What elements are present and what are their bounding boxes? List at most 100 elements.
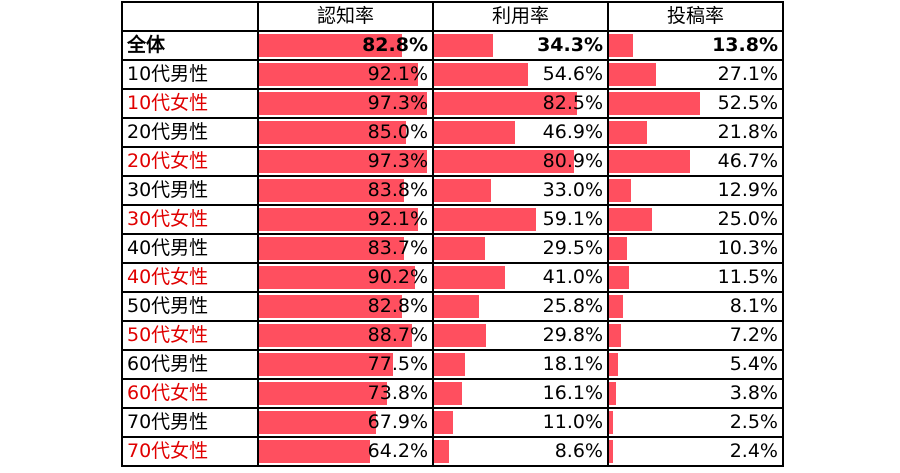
header-corner xyxy=(121,1,259,32)
posting-value: 3.8% xyxy=(729,382,778,404)
table-row: 10代女性 97.3% 82.5% 52.5% xyxy=(121,88,784,119)
posting-cell: 27.1% xyxy=(607,59,784,90)
awareness-cell: 67.9% xyxy=(257,407,434,438)
awareness-cell: 82.8% xyxy=(257,30,434,61)
table-row: 40代女性 90.2% 41.0% 11.5% xyxy=(121,262,784,293)
awareness-cell: 77.5% xyxy=(257,349,434,380)
posting-cell: 2.4% xyxy=(607,436,784,467)
posting-cell: 12.9% xyxy=(607,175,784,206)
usage-value: 18.1% xyxy=(542,353,603,375)
awareness-value: 85.0% xyxy=(367,121,428,143)
posting-cell: 5.4% xyxy=(607,349,784,380)
usage-cell: 11.0% xyxy=(432,407,609,438)
posting-value: 27.1% xyxy=(717,63,778,85)
stats-table: 認知率 利用率 投稿率 全体 82.8% 34.3% 13.8% 10代男性 92.1% 5… xyxy=(121,1,784,467)
posting-bar xyxy=(610,295,623,318)
posting-bar xyxy=(610,208,653,231)
posting-value: 2.5% xyxy=(729,411,778,433)
usage-bar xyxy=(435,440,449,463)
usage-cell: 82.5% xyxy=(432,88,609,119)
awareness-bar xyxy=(260,266,416,289)
posting-bar xyxy=(610,150,690,173)
posting-value: 46.7% xyxy=(717,150,778,172)
usage-bar xyxy=(435,63,529,86)
posting-cell: 11.5% xyxy=(607,262,784,293)
posting-bar xyxy=(610,237,627,260)
usage-cell: 46.9% xyxy=(432,117,609,148)
table-row: 50代女性 88.7% 29.8% 7.2% xyxy=(121,320,784,351)
table-row: 40代男性 83.7% 29.5% 10.3% xyxy=(121,233,784,264)
table-row: 70代男性 67.9% 11.0% 2.5% xyxy=(121,407,784,438)
posting-bar xyxy=(610,63,656,86)
posting-value: 52.5% xyxy=(717,92,778,114)
posting-cell: 13.8% xyxy=(607,30,784,61)
awareness-cell: 90.2% xyxy=(257,262,434,293)
awareness-value: 90.2% xyxy=(367,266,428,288)
awareness-cell: 64.2% xyxy=(257,436,434,467)
awareness-bar xyxy=(260,121,407,144)
usage-bar xyxy=(435,150,574,173)
usage-cell: 8.6% xyxy=(432,436,609,467)
awareness-value: 92.1% xyxy=(367,208,428,230)
posting-value: 12.9% xyxy=(717,179,778,201)
awareness-cell: 83.7% xyxy=(257,233,434,264)
awareness-bar xyxy=(260,382,387,405)
row-label: 60代男性 xyxy=(121,349,259,380)
usage-cell: 59.1% xyxy=(432,204,609,235)
awareness-cell: 83.8% xyxy=(257,175,434,206)
row-label: 60代女性 xyxy=(121,378,259,409)
row-label: 20代男性 xyxy=(121,117,259,148)
usage-value: 34.3% xyxy=(537,34,603,56)
posting-value: 10.3% xyxy=(717,237,778,259)
awareness-value: 67.9% xyxy=(367,411,428,433)
usage-value: 16.1% xyxy=(542,382,603,404)
usage-cell: 16.1% xyxy=(432,378,609,409)
row-label: 40代男性 xyxy=(121,233,259,264)
awareness-value: 97.3% xyxy=(367,92,428,114)
table-row: 20代男性 85.0% 46.9% 21.8% xyxy=(121,117,784,148)
usage-value: 41.0% xyxy=(542,266,603,288)
posting-bar xyxy=(610,353,619,376)
usage-cell: 25.8% xyxy=(432,291,609,322)
column-header-awareness: 認知率 xyxy=(257,1,434,32)
awareness-bar xyxy=(260,353,394,376)
posting-cell: 7.2% xyxy=(607,320,784,351)
table-body: 全体 82.8% 34.3% 13.8% 10代男性 92.1% 54.6% 27.1% 10代… xyxy=(121,30,784,467)
row-label: 70代男性 xyxy=(121,407,259,438)
posting-bar xyxy=(610,266,629,289)
usage-cell: 29.5% xyxy=(432,233,609,264)
posting-cell: 3.8% xyxy=(607,378,784,409)
usage-value: 54.6% xyxy=(542,63,603,85)
table-row: 10代男性 92.1% 54.6% 27.1% xyxy=(121,59,784,90)
awareness-bar xyxy=(260,150,428,173)
usage-bar xyxy=(435,179,492,202)
posting-value: 21.8% xyxy=(717,121,778,143)
posting-cell: 52.5% xyxy=(607,88,784,119)
awareness-value: 64.2% xyxy=(367,440,428,462)
row-label: 30代男性 xyxy=(121,175,259,206)
posting-bar xyxy=(610,382,616,405)
row-label: 10代女性 xyxy=(121,88,259,119)
row-label: 全体 xyxy=(121,30,259,61)
usage-cell: 54.6% xyxy=(432,59,609,90)
usage-bar xyxy=(435,208,537,231)
awareness-cell: 73.8% xyxy=(257,378,434,409)
table-row: 20代女性 97.3% 80.9% 46.7% xyxy=(121,146,784,177)
usage-value: 46.9% xyxy=(542,121,603,143)
table-row: 70代女性 64.2% 8.6% 2.4% xyxy=(121,436,784,467)
usage-bar xyxy=(435,324,486,347)
usage-value: 80.9% xyxy=(542,150,603,172)
usage-value: 82.5% xyxy=(542,92,603,114)
usage-cell: 41.0% xyxy=(432,262,609,293)
table-row: 60代男性 77.5% 18.1% 5.4% xyxy=(121,349,784,380)
awareness-bar xyxy=(260,92,428,115)
awareness-value: 97.3% xyxy=(367,150,428,172)
usage-bar xyxy=(435,34,494,57)
usage-value: 8.6% xyxy=(554,440,603,462)
awareness-value: 73.8% xyxy=(367,382,428,404)
awareness-cell: 92.1% xyxy=(257,59,434,90)
row-label: 70代女性 xyxy=(121,436,259,467)
usage-bar xyxy=(435,121,516,144)
awareness-bar xyxy=(260,440,371,463)
awareness-value: 82.8% xyxy=(362,34,428,56)
